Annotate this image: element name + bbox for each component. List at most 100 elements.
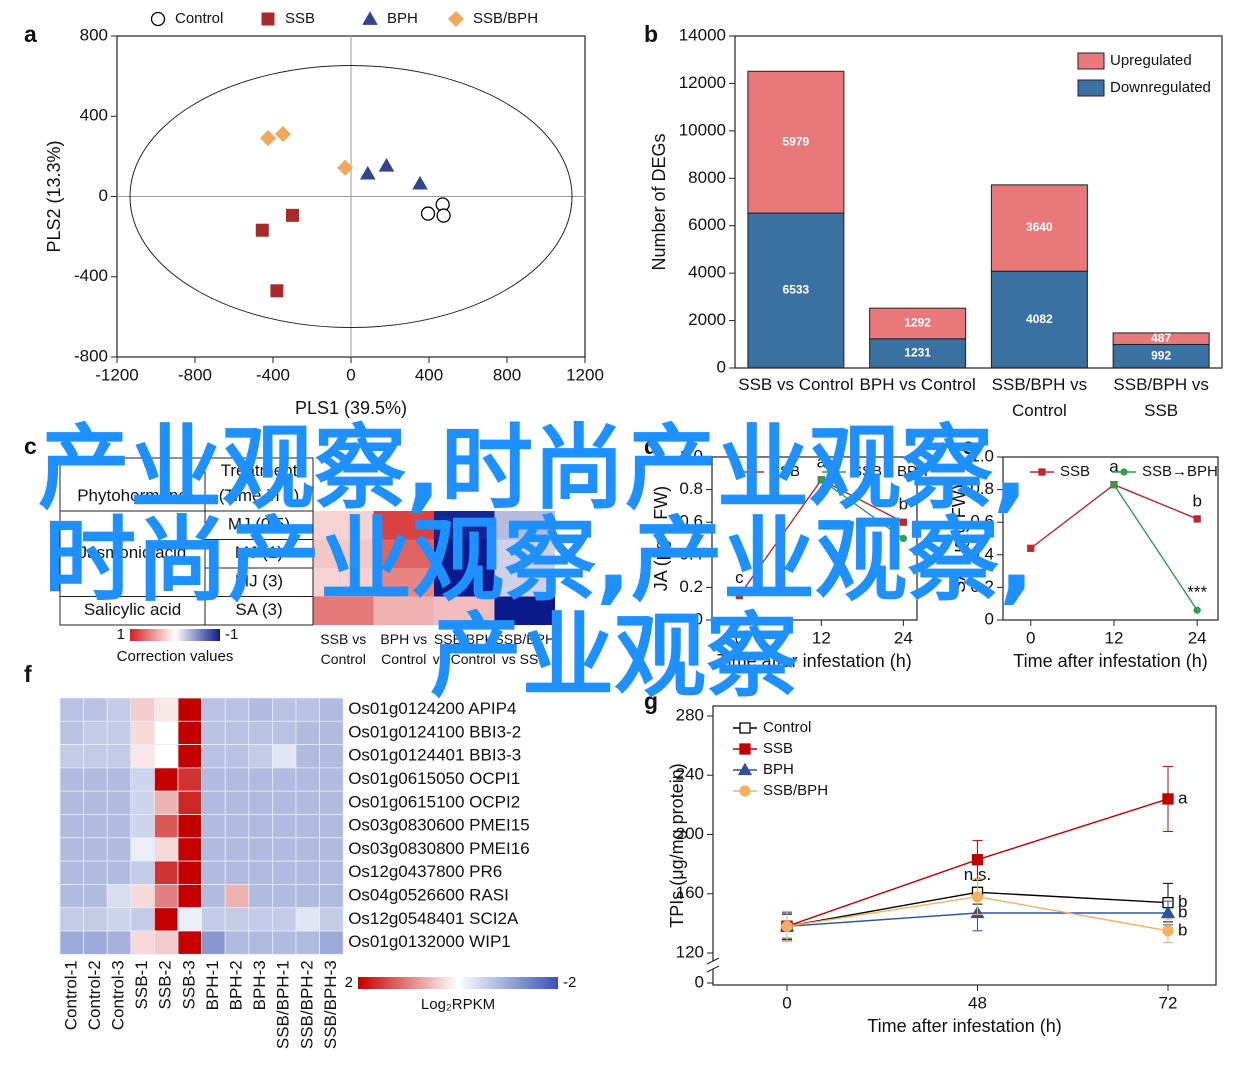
colorbar xyxy=(358,977,558,989)
heat-cell xyxy=(59,720,85,745)
legend-marker xyxy=(830,468,838,476)
heat-cell xyxy=(83,790,108,815)
row-label: MJ (3) xyxy=(235,572,283,591)
point xyxy=(1027,544,1035,552)
column-label: Control-2 xyxy=(85,960,104,1030)
heat-cell xyxy=(59,767,85,792)
point-label: b xyxy=(1178,902,1187,921)
heat-cell xyxy=(153,767,179,792)
heat-cell xyxy=(83,907,108,932)
heat-cell xyxy=(224,697,250,722)
heat-cell xyxy=(319,930,344,955)
point-label: b xyxy=(899,495,908,514)
column-label-box: SSB/BPH vs Control xyxy=(433,631,496,667)
legend-label: BPH xyxy=(763,761,794,778)
legend-label: SSB/BPH xyxy=(763,782,828,799)
heat-cell xyxy=(224,860,250,885)
heat-cell xyxy=(319,744,344,769)
heat-cell xyxy=(295,744,321,769)
point xyxy=(420,206,436,221)
heat-cell xyxy=(224,837,250,862)
heat-cell xyxy=(59,907,85,932)
heat-cell xyxy=(295,907,321,932)
heat-cell xyxy=(130,790,155,815)
legend-marker xyxy=(447,10,465,28)
heat-cell xyxy=(295,930,321,955)
heat-cell xyxy=(83,767,108,792)
y-tick-label: 4000 xyxy=(688,263,726,282)
axis-break-gap xyxy=(708,961,718,969)
point xyxy=(378,158,395,172)
row-group-label: Salicylic acid xyxy=(84,600,181,619)
point xyxy=(1193,515,1201,523)
watermark-line: 产业观察,时尚产业观察, xyxy=(38,415,1028,522)
heat-cell xyxy=(83,697,108,722)
x-tick-label: SSB/BPH vs SSB xyxy=(1113,375,1209,420)
y-tick-label: 0.6 xyxy=(679,512,703,531)
heat-cell xyxy=(177,884,203,909)
heat-cell xyxy=(177,767,203,792)
heat-cell xyxy=(106,790,132,815)
column-label: SSB vs Control xyxy=(320,631,367,667)
table-header: Phytohormone xyxy=(77,486,188,505)
x-tick-label: 400 xyxy=(415,365,443,384)
legend-swatch xyxy=(1077,79,1105,97)
heat-cell xyxy=(59,884,85,909)
heat-cell xyxy=(271,860,297,885)
row-label: Os01g0124401 BBI3-3 xyxy=(348,746,521,765)
row-label: MJ (0.5) xyxy=(228,515,290,534)
heat-cell xyxy=(83,884,108,909)
heat-cell xyxy=(248,767,273,792)
x-tick-label: 0 xyxy=(346,365,355,384)
heat-cell xyxy=(83,720,108,745)
heat-cell xyxy=(295,720,321,745)
bar-segment xyxy=(869,338,967,369)
point xyxy=(1193,606,1201,614)
legend-label: SSB xyxy=(285,10,315,27)
colorbar-tick-label: -2 xyxy=(563,974,576,991)
heat-cell xyxy=(494,596,555,625)
heat-cell xyxy=(271,697,297,722)
heat-cell xyxy=(177,720,203,745)
point-label: *** xyxy=(1187,583,1207,602)
heat-cell xyxy=(295,884,321,909)
x-tick-label-box: SSB/BPH vs SSB xyxy=(1113,375,1209,420)
legend-label: Control xyxy=(175,10,223,27)
plot-frame xyxy=(1002,456,1219,621)
point xyxy=(255,223,269,237)
heat-cell xyxy=(130,767,155,792)
y-tick-label: 0.4 xyxy=(679,544,703,563)
colorbar-tick-label: 1 xyxy=(117,626,125,643)
column-label-box: SSB vs Control xyxy=(320,631,367,667)
heat-cell xyxy=(130,907,155,932)
heat-cell xyxy=(271,814,297,839)
y-axis-label: Number of DEGs xyxy=(649,133,669,270)
heat-cell xyxy=(434,596,495,625)
heat-cell xyxy=(201,720,226,745)
x-tick-label: 24 xyxy=(894,628,913,647)
heat-cell xyxy=(153,790,179,815)
heat-cell xyxy=(59,837,85,862)
point xyxy=(781,920,793,932)
x-tick-label-box: SSB/BPH vs Control xyxy=(992,375,1087,420)
y-axis-label: JA (μg/g FW) xyxy=(651,486,671,591)
value-label: 4082 xyxy=(1026,312,1053,326)
heat-cell xyxy=(319,860,344,885)
point xyxy=(337,159,354,176)
legend-label: SSB→BPH xyxy=(1142,463,1218,480)
x-tick-label: SSB vs Control xyxy=(738,375,854,394)
heat-cell xyxy=(248,720,273,745)
heat-cell xyxy=(106,930,132,955)
column-label: BPH-3 xyxy=(250,960,269,1010)
x-axis-label: Time after infestation (h) xyxy=(717,651,911,671)
heat-cell xyxy=(177,814,203,839)
legend-marker xyxy=(150,11,166,27)
point-label: a xyxy=(1109,457,1119,476)
point xyxy=(1160,905,1176,919)
column-label: BPH vs Control xyxy=(380,631,428,667)
heat-cell xyxy=(313,539,374,568)
x-tick-label: -800 xyxy=(178,365,212,384)
watermark-line: 产业观察 xyxy=(430,603,798,710)
heat-cell xyxy=(271,767,297,792)
heat-cell xyxy=(106,720,132,745)
